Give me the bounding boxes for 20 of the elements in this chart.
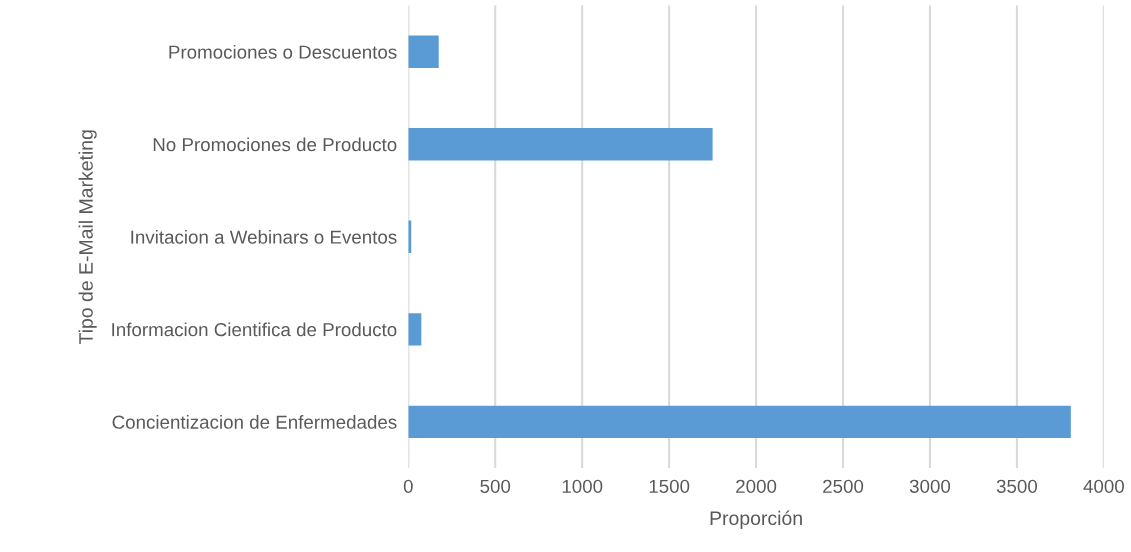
y-tick-label: Promociones o Descuentos <box>169 44 397 59</box>
y-tick-label: Informacion Cientifica de Producto <box>112 322 397 337</box>
bar <box>408 405 1071 439</box>
y-tick-label: No Promociones de Producto <box>153 137 397 152</box>
x-tick-label: 0 <box>403 479 413 493</box>
x-tick-label: 3500 <box>996 479 1038 493</box>
x-tick-label: 4000 <box>1083 479 1124 493</box>
x-tick-label: 1500 <box>649 479 690 493</box>
x-tick-label: 3000 <box>909 479 951 493</box>
y-tick-label: Concientizacion de Enfermedades <box>112 415 397 429</box>
x-tick-label: 1000 <box>562 479 603 493</box>
bar <box>408 35 439 68</box>
x-tick-label: 500 <box>480 479 511 493</box>
x-tick-label: 2000 <box>736 479 777 493</box>
x-tick-label: 2500 <box>823 479 864 493</box>
x-axis-title: Proporción <box>710 510 802 529</box>
y-axis-title: Tipo de E-Mail Marketing <box>78 130 97 345</box>
bar <box>408 128 713 161</box>
bar <box>408 313 422 346</box>
y-tick-label: Invitacion a Webinars o Eventos <box>131 230 397 244</box>
